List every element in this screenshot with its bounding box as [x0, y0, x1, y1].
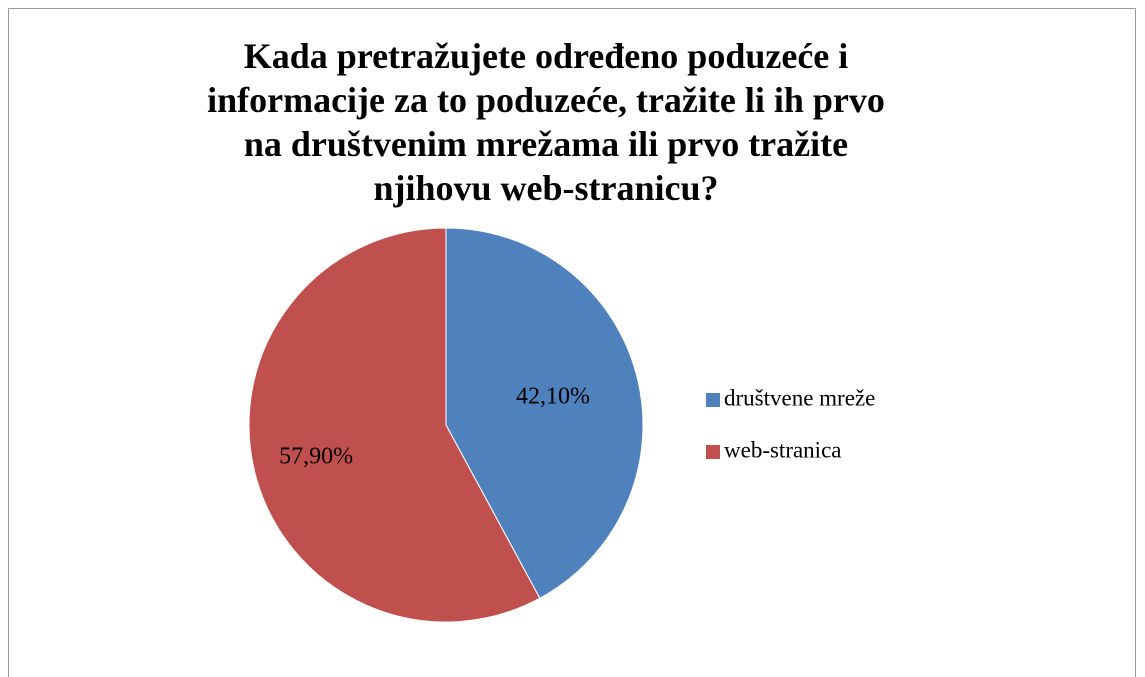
chart-frame	[8, 8, 1136, 677]
data-label: 57,90%	[279, 443, 353, 469]
chart-title: Kada pretražujete određeno poduzeće i in…	[207, 36, 885, 208]
pie-slice	[248, 227, 541, 623]
data-label: 42,10%	[516, 383, 590, 409]
pie-slice	[445, 227, 644, 599]
legend-label: društvene mreže	[724, 385, 875, 410]
legend-swatch	[706, 393, 720, 407]
legend-swatch	[706, 445, 720, 459]
legend-label: web-stranica	[724, 437, 842, 462]
